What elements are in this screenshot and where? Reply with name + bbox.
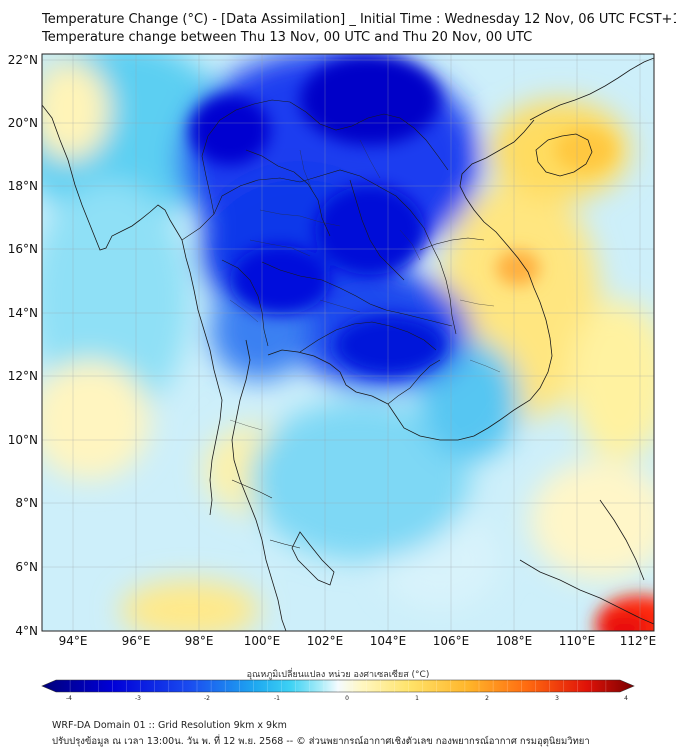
temperature-field: [42, 54, 654, 631]
lat-tick: 20°N: [8, 116, 38, 130]
graticule: [42, 54, 654, 631]
lon-axis: 94°E 96°E 98°E 100°E 102°E 104°E 106°E 1…: [59, 634, 657, 648]
map-title: Temperature Change (°C) - [Data Assimila…: [42, 12, 676, 27]
lon-tick: 104°E: [370, 634, 407, 648]
colorbar-tick: -1: [274, 695, 280, 702]
colorbar-tick: -2: [204, 695, 210, 702]
colorbar-tick: 4: [624, 695, 628, 702]
lon-tick: 110°E: [559, 634, 596, 648]
colorbar-label: อุณหภูมิเปลี่ยนแปลง หน่วย องศาเซลเซียส (…: [246, 670, 430, 680]
plot-frame: [41, 53, 655, 632]
colorbar-tick: 2: [485, 695, 489, 702]
map-subtitle: Temperature change between Thu 13 Nov, 0…: [42, 30, 533, 45]
lat-tick: 22°N: [8, 53, 38, 67]
lat-axis: 4°N 6°N 8°N 10°N 12°N 14°N 16°N 18°N 20°…: [8, 53, 38, 638]
colorbar-tick: 1: [415, 695, 419, 702]
lat-tick: 4°N: [15, 624, 38, 638]
lat-tick: 10°N: [8, 433, 38, 447]
lon-tick: 112°E: [620, 634, 657, 648]
lat-tick: 8°N: [15, 496, 38, 510]
lon-tick: 102°E: [307, 634, 344, 648]
lon-tick: 108°E: [496, 634, 533, 648]
province-borders: [229, 139, 501, 431]
colorbar-tick: 3: [555, 695, 559, 702]
lon-tick: 98°E: [185, 634, 214, 648]
lat-tick: 14°N: [8, 306, 38, 320]
colorbar: -4 -3 -2 -1 0 1 2 3 4: [41, 679, 635, 702]
lon-tick: 94°E: [59, 634, 88, 648]
lat-tick: 18°N: [8, 179, 38, 193]
coastlines: [42, 57, 654, 631]
lat-tick: 6°N: [15, 560, 38, 574]
lon-tick: 106°E: [433, 634, 470, 648]
lon-tick: 100°E: [244, 634, 281, 648]
lat-tick: 12°N: [8, 369, 38, 383]
footer-model-info: WRF-DA Domain 01 :: Grid Resolution 9km …: [52, 720, 287, 731]
footer-update-info: ปรับปรุงข้อมูล ณ เวลา 13:00น. วัน พ. ที่…: [52, 736, 590, 747]
lon-tick: 96°E: [122, 634, 151, 648]
country-borders: [181, 99, 485, 549]
colorbar-tick: 0: [345, 695, 349, 702]
colorbar-tick: -3: [135, 695, 141, 702]
colorbar-tick: -4: [66, 695, 72, 702]
lat-tick: 16°N: [8, 242, 38, 256]
